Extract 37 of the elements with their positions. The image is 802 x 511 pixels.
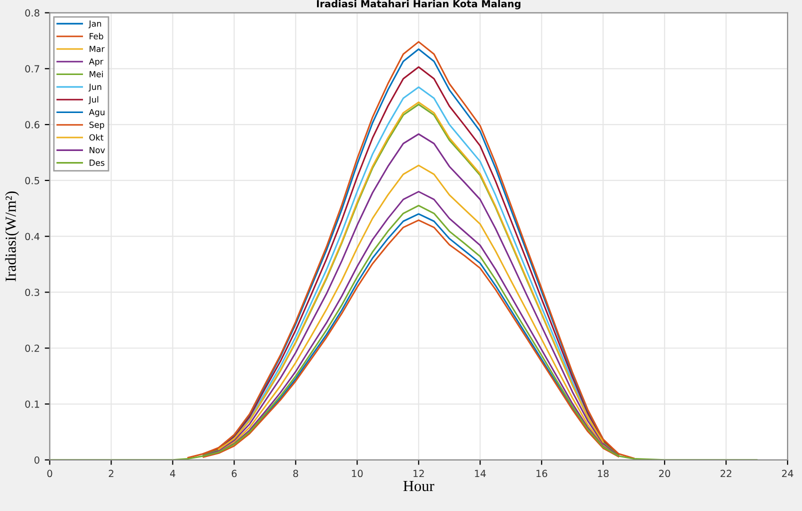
- x-tick-label: 24: [782, 470, 794, 478]
- x-tick-label: 4: [170, 470, 176, 478]
- chart-title: Iradiasi Matahari Harian Kota Malang: [316, 0, 520, 10]
- y-tick-label: 0: [34, 456, 40, 464]
- y-tick-label: 0.1: [25, 400, 40, 408]
- x-tick-label: 6: [232, 470, 237, 478]
- x-tick-label: 12: [414, 470, 424, 478]
- x-tick-label: 2: [108, 470, 114, 478]
- y-tick-label: 0.4: [25, 232, 40, 240]
- y-axis-title: Iradiasi(W/m²): [5, 191, 19, 282]
- legend-label: Jul: [88, 96, 98, 104]
- x-tick-label: 8: [293, 470, 298, 478]
- y-tick-label: 0.6: [25, 121, 40, 128]
- x-tick-label: 0: [47, 470, 52, 478]
- y-tick-label: 0.5: [25, 176, 40, 184]
- legend-label: Agu: [88, 109, 104, 117]
- legend-label: Sep: [89, 122, 104, 130]
- legend-label: Mar: [90, 46, 105, 52]
- x-tick-label: 16: [536, 470, 548, 478]
- legend-label: Jan: [88, 20, 102, 28]
- x-tick-label: 14: [475, 470, 486, 478]
- legend-label: Nov: [90, 147, 105, 154]
- legend-label: Feb: [90, 32, 104, 40]
- legend-label: Mei: [90, 70, 103, 78]
- x-tick-label: 10: [352, 470, 363, 478]
- legend-label: Des: [90, 160, 104, 166]
- y-tick-label: 0.2: [25, 344, 40, 352]
- x-tick-label: 22: [720, 470, 732, 478]
- y-tick-label: 0.3: [25, 288, 40, 296]
- legend-label: Okt: [89, 134, 104, 141]
- legend-label: Jun: [88, 84, 102, 92]
- x-tick-label: 20: [659, 470, 670, 478]
- y-tick-label: 0.7: [25, 65, 40, 72]
- y-tick-label: 0.8: [25, 9, 40, 17]
- legend-label: Apr: [88, 58, 104, 66]
- x-tick-label: 18: [598, 470, 609, 478]
- x-axis-title: Hour: [403, 481, 434, 492]
